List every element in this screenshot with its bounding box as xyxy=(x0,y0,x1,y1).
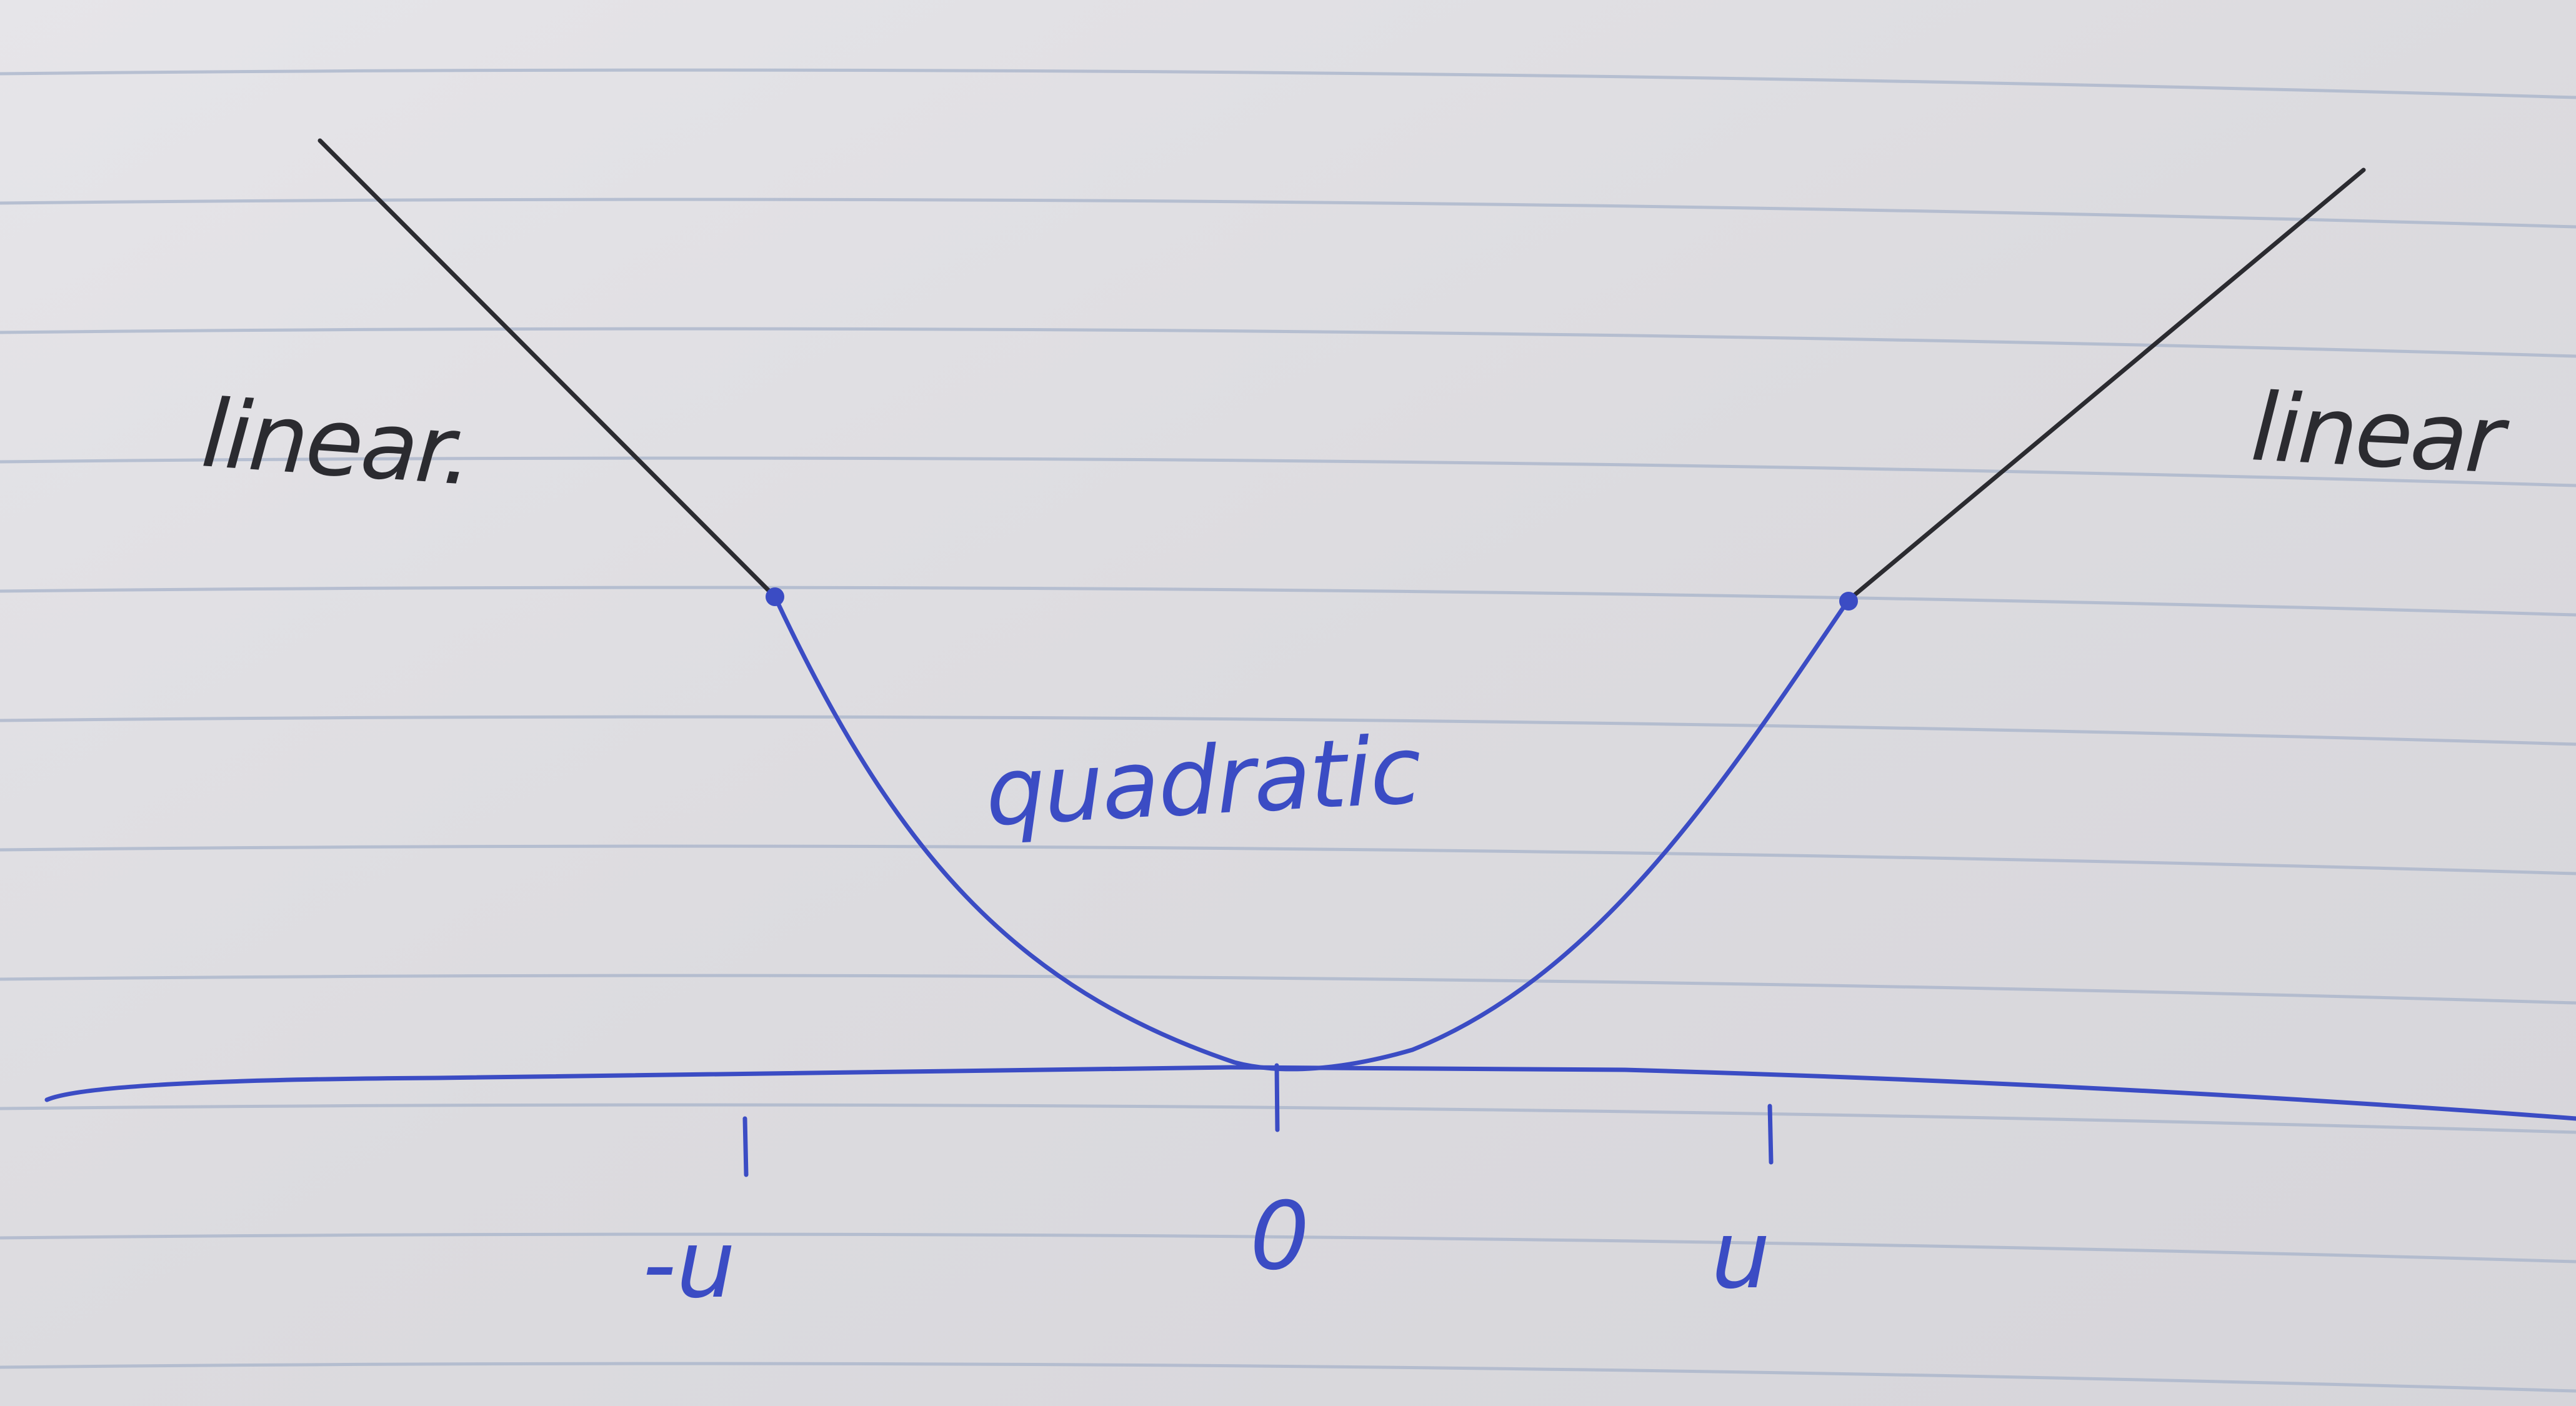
ruled-lines xyxy=(0,68,2576,1393)
ruled-line xyxy=(0,974,2576,1005)
tick-label-zero: 0 xyxy=(1250,1182,1309,1291)
ruled-line xyxy=(0,1232,2576,1264)
left-linear-segment xyxy=(317,138,777,599)
ruled-line xyxy=(0,456,2576,487)
ruled-line xyxy=(0,1103,2576,1134)
ruled-line xyxy=(0,68,2576,99)
left-linear-label: linear. xyxy=(198,379,474,507)
right-linear-label: linear xyxy=(2249,373,2512,495)
ruled-line xyxy=(0,844,2576,875)
right-junction-dot xyxy=(1839,592,1858,611)
tick-neg-u xyxy=(742,1116,749,1177)
x-axis xyxy=(44,1065,2576,1121)
ruled-line xyxy=(0,327,2576,358)
tick-label-neg-u: -u xyxy=(642,1210,736,1319)
ruled-line xyxy=(0,1362,2576,1393)
quadratic-segment xyxy=(772,594,1851,1072)
ruled-line xyxy=(0,715,2576,746)
ruled-line xyxy=(0,197,2576,229)
left-junction-dot xyxy=(766,587,784,606)
ruled-line xyxy=(0,586,2576,617)
quadratic-label: quadratic xyxy=(983,716,1424,847)
right-linear-segment xyxy=(1846,167,2366,602)
tick-pos-u xyxy=(1767,1104,1774,1165)
tick-label-pos-u: u xyxy=(1711,1201,1770,1310)
